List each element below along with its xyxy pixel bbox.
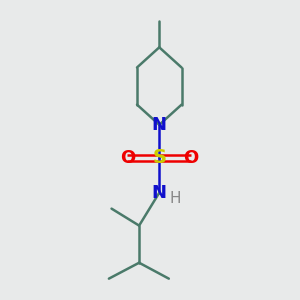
- Text: N: N: [152, 184, 167, 202]
- Text: N: N: [152, 116, 167, 134]
- Text: S: S: [152, 148, 166, 167]
- Text: H: H: [169, 190, 181, 206]
- Text: O: O: [120, 149, 135, 167]
- Text: O: O: [184, 149, 199, 167]
